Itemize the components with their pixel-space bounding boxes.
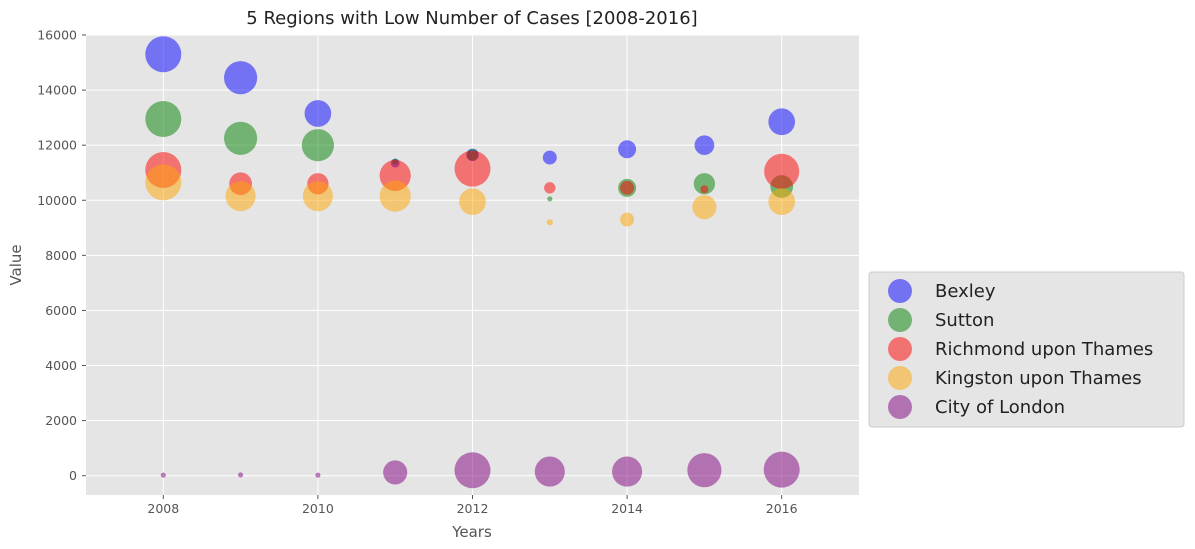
legend-label-richmond-upon-thames: Richmond upon Thames <box>935 339 1153 360</box>
point-kingston-upon-thames-2014 <box>620 212 635 227</box>
y-tick-label: 16000 <box>37 28 77 43</box>
y-tick-label: 6000 <box>45 303 77 318</box>
point-bexley-2014 <box>618 140 637 159</box>
point-city-of-london-2016 <box>763 451 800 488</box>
point-city-of-london-2014 <box>612 456 643 487</box>
x-axis-label: Years <box>451 523 492 541</box>
point-sutton-2015 <box>693 173 716 195</box>
data-points <box>145 36 800 489</box>
legend-label-bexley: Bexley <box>935 281 996 302</box>
legend: Bexley Sutton Richmond upon Thames Kingston… <box>868 271 1185 428</box>
legend-label-sutton: Sutton <box>935 310 994 331</box>
point-bexley-2013 <box>542 150 557 165</box>
y-tick-label: 14000 <box>37 83 77 98</box>
point-city-of-london-2013 <box>534 456 565 487</box>
legend-label-city-of-london: City of London <box>935 397 1065 418</box>
point-kingston-upon-thames-2016 <box>768 188 796 215</box>
point-kingston-upon-thames-2015 <box>692 195 717 220</box>
y-tick-label: 2000 <box>45 413 77 428</box>
y-tick-label: 12000 <box>37 138 77 153</box>
x-tick-label: 2016 <box>766 501 798 516</box>
x-tick-label: 2010 <box>302 501 334 516</box>
x-tick-label: 2008 <box>147 501 179 516</box>
point-city-of-london-2009 <box>238 472 244 478</box>
point-city-of-london-2011 <box>383 460 408 485</box>
point-sutton-2013 <box>547 196 553 202</box>
point-richmond-upon-thames-2012 <box>454 150 491 187</box>
y-tick-label: 8000 <box>45 248 77 263</box>
y-axis-ticks: 0 2000 4000 6000 8000 10000 12000 14000 16000 <box>37 28 86 483</box>
point-bexley-2008 <box>145 36 182 73</box>
legend-marker-city-of-london <box>888 395 912 419</box>
legend-marker-sutton <box>888 308 912 332</box>
point-richmond-upon-thames-2015 <box>700 185 709 194</box>
point-richmond-upon-thames-2013 <box>544 182 556 194</box>
point-sutton-2008 <box>145 101 182 138</box>
point-kingston-upon-thames-2008 <box>145 164 182 201</box>
y-tick-label: 0 <box>69 468 77 483</box>
point-city-of-london-2012 <box>454 452 491 489</box>
x-tick-label: 2012 <box>457 501 489 516</box>
legend-label-kingston-upon-thames: Kingston upon Thames <box>935 368 1142 389</box>
legend-marker-kingston-upon-thames <box>888 366 912 390</box>
point-bexley-2015 <box>694 135 715 156</box>
y-tick-label: 4000 <box>45 358 77 373</box>
point-sutton-2009 <box>224 121 258 155</box>
legend-marker-bexley <box>888 279 912 303</box>
legend-box <box>868 271 1185 428</box>
point-bexley-2016 <box>768 108 796 136</box>
point-bexley-2010 <box>304 100 332 127</box>
y-tick-label: 10000 <box>37 193 77 208</box>
point-kingston-upon-thames-2009 <box>225 181 256 212</box>
point-kingston-upon-thames-2011 <box>379 180 411 212</box>
point-city-of-london-2010 <box>315 472 321 478</box>
legend-marker-richmond-upon-thames <box>888 337 912 361</box>
chart-title: 5 Regions with Low Number of Cases [2008… <box>246 8 697 29</box>
point-sutton-2010 <box>301 129 334 162</box>
x-tick-label: 2014 <box>611 501 643 516</box>
point-city-of-london-2015 <box>687 453 722 488</box>
point-kingston-upon-thames-2010 <box>302 181 333 212</box>
point-kingston-upon-thames-2013 <box>546 219 553 226</box>
point-city-of-london-2008 <box>160 472 166 478</box>
y-axis-label: Value <box>7 244 25 285</box>
point-richmond-upon-thames-2016 <box>764 153 800 189</box>
x-axis-ticks: 2008 2010 2012 2014 2016 <box>147 495 798 516</box>
point-kingston-upon-thames-2012 <box>459 188 486 215</box>
point-bexley-2009 <box>224 61 258 95</box>
point-richmond-upon-thames-2014 <box>620 180 635 195</box>
